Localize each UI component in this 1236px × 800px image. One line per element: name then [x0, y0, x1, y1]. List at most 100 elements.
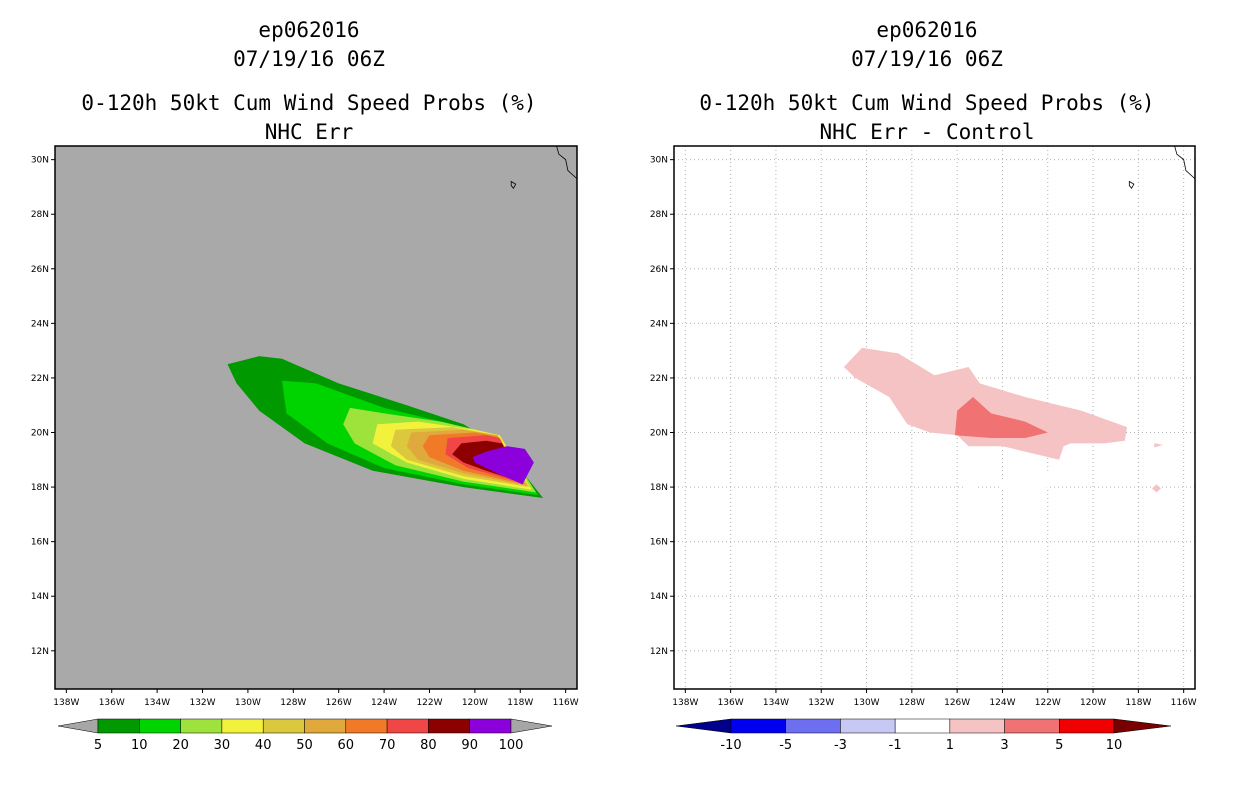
contour-level-3 [954, 397, 1048, 438]
colorbar-box [469, 718, 512, 734]
x-tick-label: 122W [416, 698, 442, 708]
y-tick-label: 28N [31, 210, 49, 220]
contour-level-90 [472, 446, 534, 485]
datetime-title: 07/19/16 06Z [233, 47, 385, 71]
y-tick-label: 16N [650, 538, 668, 548]
x-tick-label: 118W [507, 698, 533, 708]
x-tick-label: 116W [1171, 698, 1197, 708]
colorbar-label: 70 [379, 738, 396, 753]
colorbar-box [894, 718, 951, 734]
contour-level-1 [1154, 443, 1164, 448]
y-tick-label: 18N [31, 483, 49, 493]
colorbar-label: 40 [255, 738, 272, 753]
colorbar-label: -3 [834, 738, 847, 753]
colorbar-label: 20 [172, 738, 189, 753]
x-tick-label: 138W [672, 698, 698, 708]
y-tick-label: 16N [31, 538, 49, 548]
x-tick-label: 120W [462, 698, 488, 708]
colorbar-label: 5 [94, 738, 102, 753]
colorbar-box [386, 718, 429, 734]
x-tick-label: 128W [280, 698, 306, 708]
colorbar-label: 5 [1055, 738, 1063, 753]
y-tick-label: 30N [31, 156, 49, 166]
x-tick-label: 132W [189, 698, 215, 708]
colorbar-label: 100 [499, 738, 524, 753]
contour-layer [674, 146, 1195, 689]
colorbar-label: 3 [1000, 738, 1008, 753]
y-tick-label: 18N [650, 483, 668, 493]
x-tick-label: 130W [854, 698, 880, 708]
y-tick-label: 20N [650, 429, 668, 439]
colorbar-label: -1 [889, 738, 902, 753]
x-tick-label: 124W [989, 698, 1015, 708]
island-outline [510, 180, 517, 189]
colorbar-label: 60 [338, 738, 355, 753]
product-title: 0-120h 50kt Cum Wind Speed Probs (%) [699, 91, 1155, 115]
colorbar-box [1059, 718, 1115, 734]
plot-frame [54, 145, 578, 690]
colorbar-label: -10 [720, 738, 741, 753]
contour-level-1 [1152, 484, 1161, 493]
contour-layer [227, 146, 577, 498]
colorbar-box [949, 718, 1005, 734]
x-tick-label: 126W [944, 698, 970, 708]
y-tick-label: 30N [650, 156, 668, 166]
left-chart-panel: ep062016 07/19/16 06Z 0-120h 50kt Cum Wi… [31, 18, 579, 753]
plot-frame [673, 145, 1196, 690]
colorbar-label: 10 [131, 738, 148, 753]
datetime-title: 07/19/16 06Z [851, 47, 1003, 71]
colorbar-high-arrow [1113, 718, 1172, 734]
y-tick-label: 14N [31, 592, 49, 602]
colorbar-box [139, 718, 181, 734]
y-tick-label: 24N [31, 319, 49, 329]
colorbar-box [1004, 718, 1060, 734]
colorbar-box [304, 718, 347, 734]
colorbar-box [785, 718, 841, 734]
x-tick-label: 122W [1035, 698, 1061, 708]
product-title: 0-120h 50kt Cum Wind Speed Probs (%) [81, 91, 537, 115]
x-tick-label: 120W [1080, 698, 1106, 708]
colorbar-box [262, 718, 305, 734]
y-tick-label: 28N [650, 210, 668, 220]
y-tick-label: 14N [650, 592, 668, 602]
x-tick-label: 116W [553, 698, 579, 708]
x-tick-label: 132W [808, 698, 834, 708]
colorbar-label: 30 [214, 738, 231, 753]
colorbar-low-arrow [57, 718, 99, 734]
colorbar-box [180, 718, 223, 734]
colorbar-label: 10 [1106, 738, 1123, 753]
island-outline [1128, 180, 1135, 190]
x-tick-label: 134W [144, 698, 170, 708]
colorbar-low-arrow [675, 718, 732, 734]
contour-level-1 [843, 347, 1127, 460]
x-tick-label: 134W [763, 698, 789, 708]
colorbar-label: 90 [461, 738, 478, 753]
subtitle: NHC Err [264, 120, 354, 144]
y-tick-label: 24N [650, 319, 668, 329]
colorbar-label: -5 [779, 738, 792, 753]
x-tick-label: 130W [235, 698, 261, 708]
y-tick-label: 26N [650, 265, 668, 275]
colorbar-box [221, 718, 264, 734]
contour-level--1 [957, 472, 980, 493]
storm-id-title: ep062016 [876, 18, 978, 42]
x-tick-label: 128W [899, 698, 925, 708]
x-tick-label: 124W [371, 698, 397, 708]
contour-level--1 [997, 470, 1082, 490]
colorbar-box [840, 718, 896, 734]
colorbar-label: 50 [296, 738, 313, 753]
y-tick-label: 22N [31, 374, 49, 384]
storm-id-title: ep062016 [258, 18, 360, 42]
coastline [556, 146, 577, 180]
right-chart-panel: ep062016 07/19/16 06Z 0-120h 50kt Cum Wi… [618, 0, 1236, 800]
x-tick-label: 136W [718, 698, 744, 708]
x-tick-label: 138W [53, 698, 79, 708]
colorbar-box [730, 718, 786, 734]
colorbar-box [345, 718, 388, 734]
y-tick-label: 22N [650, 374, 668, 384]
colorbar-high-arrow [510, 718, 553, 734]
y-tick-label: 12N [31, 647, 49, 657]
x-tick-label: 118W [1125, 698, 1151, 708]
colorbar-label: 1 [946, 738, 954, 753]
